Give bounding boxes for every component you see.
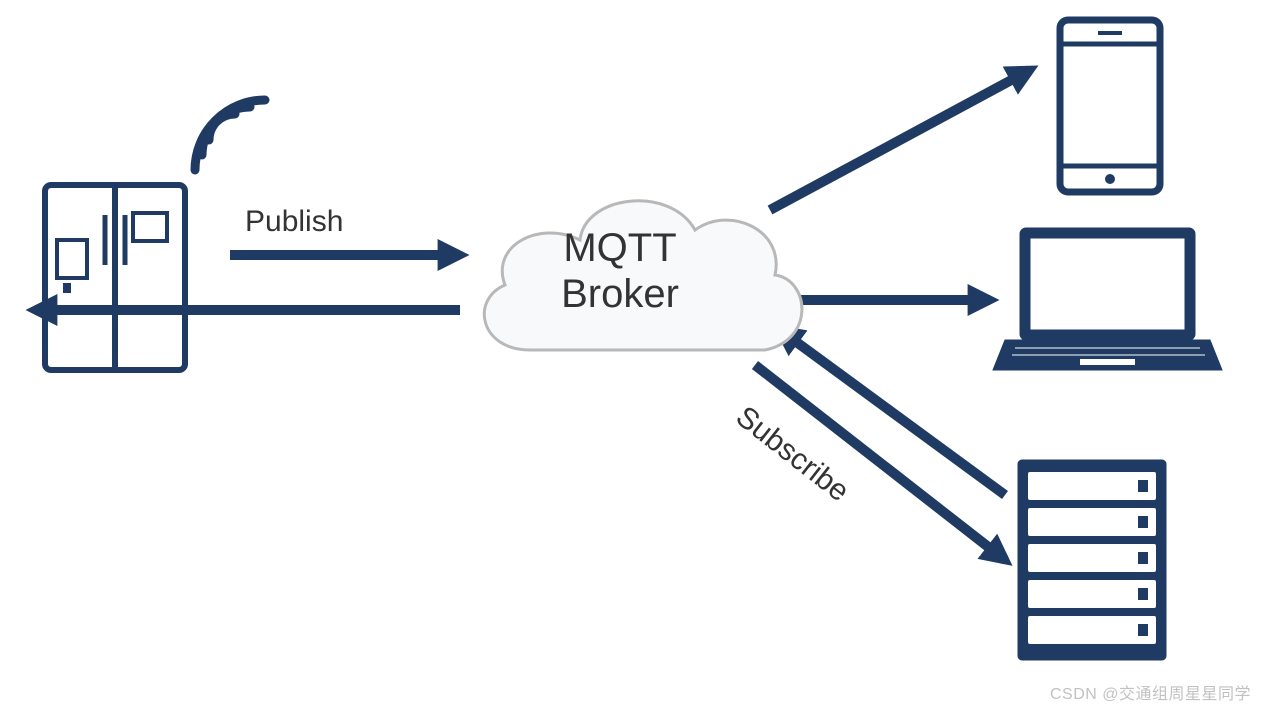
arrow-cloud-to-phone [770, 70, 1030, 210]
diagram-canvas [0, 0, 1263, 712]
broker-label: MQTT Broker [535, 225, 705, 317]
laptop-icon [993, 228, 1222, 370]
broker-label-line1: MQTT [535, 225, 705, 271]
publish-label: Publish [245, 205, 343, 239]
phone-icon [1060, 20, 1160, 192]
server-icon [1018, 460, 1166, 660]
broker-label-line2: Broker [535, 271, 705, 317]
fridge-icon [45, 100, 265, 370]
watermark-text: CSDN @交通组周星星同学 [1050, 680, 1251, 704]
